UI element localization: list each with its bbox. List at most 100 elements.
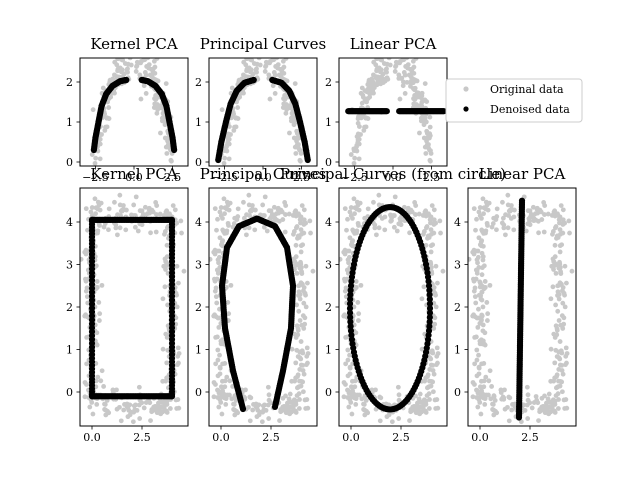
original-point: [301, 371, 307, 377]
original-point: [490, 221, 496, 226]
original-point: [256, 412, 262, 418]
original-point: [527, 208, 533, 214]
original-point: [431, 371, 437, 377]
original-point: [228, 282, 234, 288]
original-point: [414, 78, 420, 84]
data-area: [80, 192, 187, 425]
original-point: [275, 207, 281, 212]
original-point: [134, 63, 140, 69]
original-point: [411, 70, 417, 76]
denoised-point: [346, 300, 354, 307]
original-point: [296, 308, 302, 314]
original-point: [298, 227, 304, 233]
original-point: [561, 321, 567, 327]
original-point: [297, 355, 303, 361]
original-point: [224, 228, 230, 234]
original-point: [518, 419, 524, 425]
original-point: [117, 225, 123, 231]
y-tick-label: 4: [66, 216, 73, 229]
original-point: [341, 380, 347, 385]
original-point: [351, 196, 357, 202]
original-point: [279, 209, 285, 215]
original-point: [474, 257, 480, 263]
denoised-point: [440, 108, 447, 115]
original-point: [480, 284, 485, 289]
original-point: [478, 316, 484, 322]
original-point: [282, 229, 288, 235]
original-point: [393, 59, 399, 65]
original-point: [216, 324, 222, 330]
original-point: [274, 58, 280, 61]
original-point: [557, 249, 563, 255]
original-point: [283, 393, 288, 399]
original-point: [401, 204, 407, 210]
original-point: [89, 152, 95, 157]
original-point: [479, 361, 485, 367]
original-point: [156, 406, 162, 412]
original-point: [562, 304, 568, 310]
original-point: [115, 58, 121, 62]
original-point: [304, 345, 310, 351]
subplot-3: −2.5 0.0 2.5 0 1 2 Linear PCA: [325, 35, 448, 184]
original-point: [501, 225, 507, 231]
original-point: [138, 53, 143, 58]
original-point: [235, 206, 241, 212]
y-tick-label: 3: [454, 259, 461, 272]
original-point: [511, 214, 517, 220]
original-point: [566, 218, 572, 224]
original-point: [346, 404, 352, 410]
subplot-title: Linear PCA: [479, 165, 566, 183]
original-point: [479, 272, 485, 278]
denoised-point: [271, 403, 279, 410]
original-point: [421, 284, 427, 290]
original-point: [490, 402, 496, 407]
original-point: [89, 400, 95, 405]
original-point: [557, 259, 562, 265]
original-point: [345, 395, 351, 400]
original-point: [101, 384, 107, 389]
original-point: [376, 225, 382, 231]
original-point: [479, 337, 484, 343]
original-point: [354, 144, 359, 150]
denoised-point: [168, 308, 176, 316]
original-point: [297, 349, 303, 355]
subplot-5: 0.0 2.5 0 1 2 3 4 Principal Curves: [195, 165, 326, 444]
original-point: [430, 389, 436, 395]
original-point: [246, 202, 252, 208]
original-point: [104, 124, 110, 130]
original-point: [482, 342, 488, 348]
original-point: [360, 94, 366, 100]
x-tick-label: 2.5: [521, 431, 539, 444]
original-point: [419, 296, 425, 302]
original-point: [557, 227, 563, 233]
original-point: [553, 323, 559, 329]
original-point: [297, 397, 302, 402]
y-tick-label: 1: [195, 116, 202, 129]
original-point: [293, 151, 299, 156]
y-tick-label: 3: [66, 259, 73, 272]
original-point: [231, 127, 237, 133]
original-point: [300, 368, 306, 373]
original-point: [473, 300, 479, 306]
original-point: [114, 387, 119, 393]
y-tick-label: 0: [195, 156, 202, 169]
original-point: [175, 362, 180, 368]
original-point: [471, 276, 476, 282]
original-point: [289, 346, 295, 352]
original-point: [347, 352, 352, 358]
original-point: [229, 85, 235, 91]
original-point: [555, 391, 561, 397]
original-point: [83, 206, 89, 212]
original-point: [302, 315, 308, 321]
original-point: [397, 96, 403, 102]
original-point: [141, 58, 146, 63]
original-point: [402, 72, 408, 78]
original-point: [297, 296, 303, 302]
subplot-6: 0.0 2.5 0 1 2 3 4 Principal Curves (from circle…: [280, 165, 506, 444]
y-tick-label: 1: [325, 116, 332, 129]
original-point: [299, 203, 305, 209]
original-point: [223, 396, 229, 402]
denoised-point: [383, 108, 390, 115]
original-point: [428, 249, 434, 255]
